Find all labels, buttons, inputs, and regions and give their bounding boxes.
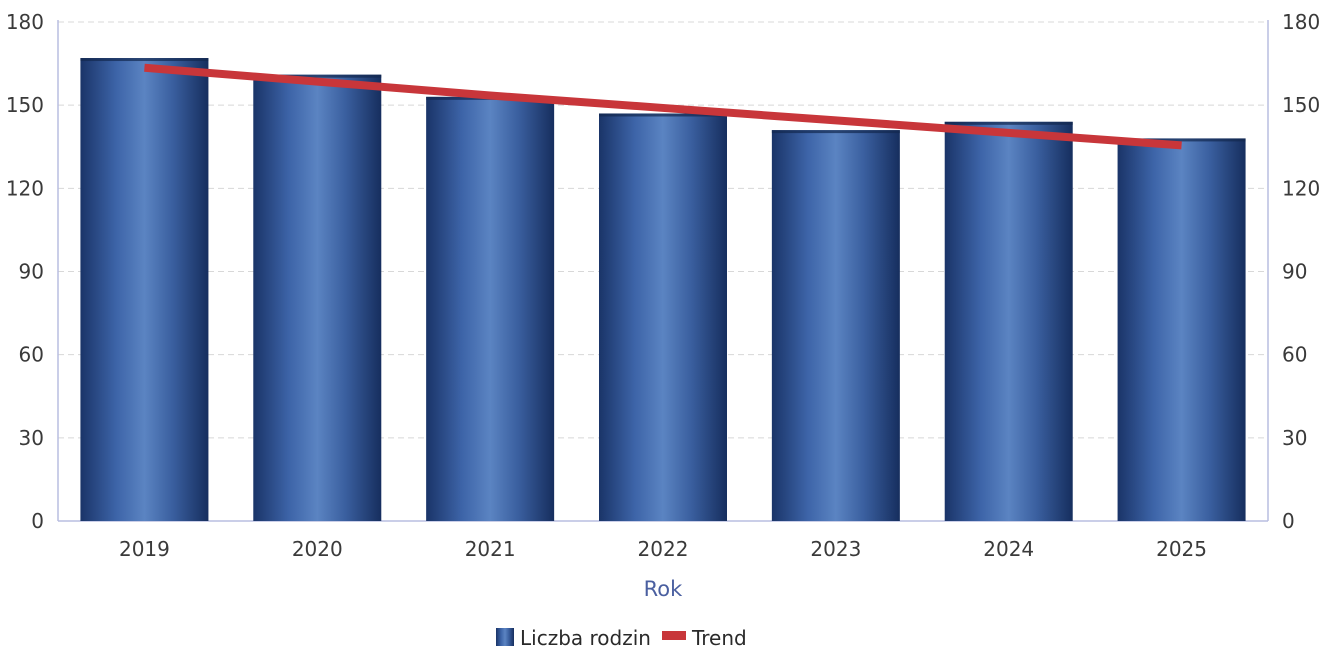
bars [80,58,1246,522]
legend-label-liczba-rodzin: Liczba rodzin [520,626,651,650]
y-tick-label-right: 90 [1282,260,1307,284]
y-tick-label-right: 30 [1282,426,1307,450]
y-tick-label-right: 180 [1282,10,1320,34]
bar-2024 [944,121,1073,522]
x-tick-label-2025: 2025 [1156,537,1207,561]
trend-line-group [144,63,1182,150]
bar-top-edge [253,74,382,78]
y-tick-label-right: 150 [1282,93,1320,117]
bar-2019 [80,58,209,522]
y-tick-label-left: 120 [6,176,44,200]
trend-line [144,63,1182,150]
bar-top-edge [1117,138,1246,142]
y-tick-label-left: 180 [6,10,44,34]
bar-2022 [599,113,727,521]
legend-label-trend: Trend [691,626,747,650]
bar-2025 [1117,138,1246,521]
y-tick-label-right: 0 [1282,509,1295,533]
y-tick-label-left: 150 [6,93,44,117]
x-tick-label-2019: 2019 [119,537,170,561]
y-tick-label-left: 90 [19,260,44,284]
x-tick-label-2020: 2020 [292,537,343,561]
y-tick-label-right: 120 [1282,176,1320,200]
y-tick-label-left: 60 [19,343,44,367]
bar-2020 [253,74,382,521]
y-tick-label-left: 30 [19,426,44,450]
bar-2023 [771,130,900,521]
x-axis-title: Rok [644,577,683,601]
x-tick-label-2022: 2022 [638,537,689,561]
legend-swatch-liczba-rodzin [496,628,514,646]
x-tick-label-2024: 2024 [983,537,1034,561]
bar-2021 [426,96,555,521]
x-tick-label-2021: 2021 [465,537,516,561]
tick-labels: 0 0 30 30 60 60 90 90 120 120 150 150 180 180 2019 2020… [6,10,1320,561]
x-tick-label-2023: 2023 [810,537,861,561]
legend-swatch-trend [662,631,686,640]
legend: Liczba rodzin Trend [496,626,747,650]
bar-top-edge [944,121,1073,125]
y-tick-label-left: 0 [31,509,44,533]
bar-top-edge [771,130,900,134]
y-tick-label-right: 60 [1282,343,1307,367]
bar-top-edge [599,113,727,117]
bar-top-edge [80,58,209,62]
